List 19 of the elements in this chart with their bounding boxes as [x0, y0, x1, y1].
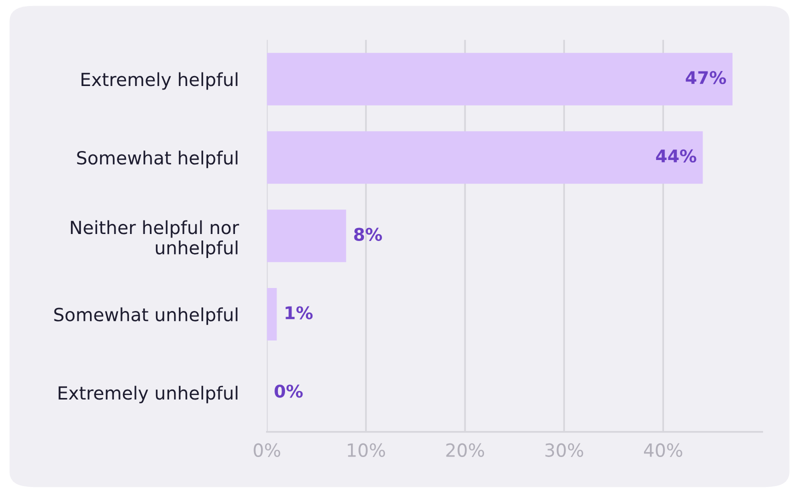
y-tick-label: Somewhat unhelpful — [54, 307, 238, 325]
bar — [266, 131, 703, 184]
y-tick-label: Extremely helpful — [82, 72, 238, 90]
bar — [266, 288, 277, 341]
y-tick-label: Neither helpful nor unhelpful — [70, 220, 240, 258]
bar — [266, 52, 733, 106]
data-label: 44% — [656, 149, 696, 163]
data-label: 1% — [286, 306, 313, 320]
data-label: 8% — [354, 228, 382, 241]
x-tick-label: 20% — [446, 443, 484, 457]
x-tick-label: 0% — [254, 443, 280, 457]
x-tick-label: 30% — [545, 443, 584, 457]
bar — [266, 210, 346, 262]
data-label: 47% — [686, 71, 726, 84]
y-tick-label: Somewhat helpful — [77, 150, 238, 168]
x-tick-label: 10% — [348, 443, 386, 457]
data-label: 0% — [274, 384, 303, 398]
x-tick-label: 40% — [644, 443, 682, 457]
y-tick-label: Extremely unhelpful — [58, 386, 238, 404]
